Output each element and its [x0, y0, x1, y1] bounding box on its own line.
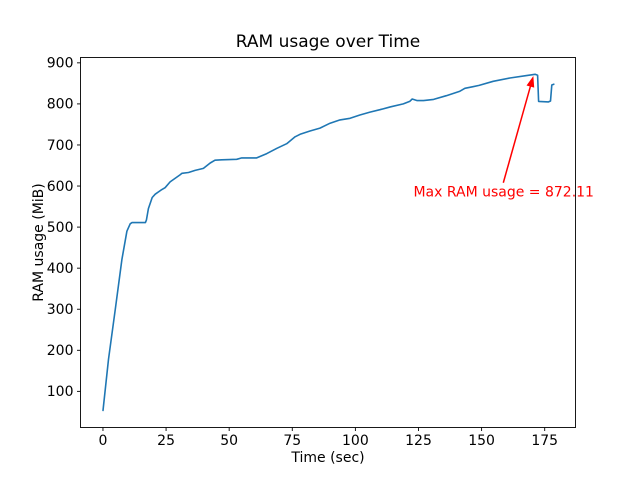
ram-usage-line — [102, 73, 555, 412]
chart-title: RAM usage over Time — [236, 32, 420, 52]
x-axis: 0 25 50 75 100 125 150 175 — [99, 427, 558, 449]
x-tick-label: 175 — [531, 433, 558, 449]
x-tick-label: 50 — [220, 433, 238, 449]
max-annotation-arrowhead — [526, 75, 535, 88]
y-tick-label: 300 — [47, 302, 74, 318]
y-tick-label: 100 — [47, 384, 74, 400]
y-tick-label: 600 — [47, 179, 74, 195]
plot-area — [80, 57, 576, 428]
x-tick-label: 125 — [405, 433, 432, 449]
x-tick-label: 100 — [342, 433, 369, 449]
y-tick-label: 200 — [47, 343, 74, 359]
max-annotation-arrow — [502, 82, 533, 183]
y-tick-label: 900 — [47, 56, 74, 72]
y-tick-label: 500 — [47, 220, 74, 236]
y-tick-label: 700 — [47, 138, 74, 154]
y-tick-label: 400 — [47, 261, 74, 277]
x-tick-label: 75 — [283, 433, 301, 449]
y-axis: 100 200 300 400 500 600 700 800 900 — [47, 56, 81, 400]
max-annotation-text: Max RAM usage = 872.11 — [413, 185, 594, 201]
x-axis-label: Time (sec) — [290, 450, 364, 466]
x-tick-label: 0 — [99, 433, 108, 449]
max-annotation: Max RAM usage = 872.11 — [413, 75, 594, 201]
x-tick-label: 150 — [468, 433, 495, 449]
x-tick-label: 25 — [157, 433, 175, 449]
y-axis-label: RAM usage (MiB) — [31, 183, 47, 301]
y-tick-label: 800 — [47, 97, 74, 113]
